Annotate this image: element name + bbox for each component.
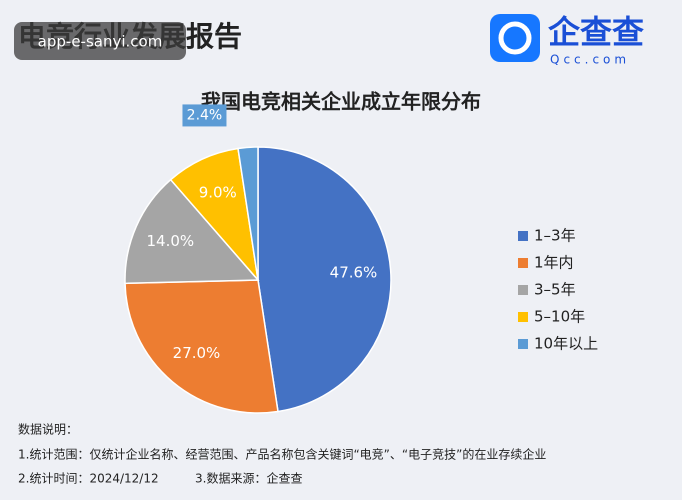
notes-source: 3.数据来源：企查查: [195, 471, 302, 486]
logo-url: Qcc.com: [550, 53, 630, 67]
legend-swatch: [518, 231, 528, 241]
data-label: 27.0%: [173, 344, 221, 362]
logo-icon: [490, 14, 540, 62]
pie-slice: [257, 146, 392, 413]
pie-slice: [124, 279, 279, 414]
logo-mark: [498, 21, 532, 55]
chart-title: 我国电竞相关企业成立年限分布: [201, 90, 481, 114]
legend-swatch: [518, 258, 528, 268]
notes-heading: 数据说明：: [18, 422, 78, 437]
legend-swatch: [518, 312, 528, 322]
data-label: 2.4%: [187, 107, 223, 123]
data-label: 9.0%: [199, 184, 237, 202]
legend-swatch: [518, 285, 528, 295]
watermark-box: [14, 22, 186, 60]
legend-label: 1–3年: [534, 227, 576, 245]
data-label: 14.0%: [147, 232, 195, 250]
pie-slice: [237, 146, 259, 281]
watermark: app-e-sanyi.com: [38, 33, 163, 51]
data-label: 47.6%: [330, 263, 378, 281]
notes-time: 2.统计时间：2024/12/12: [18, 472, 159, 486]
pie-slice: [124, 178, 260, 285]
legend-swatch: [518, 339, 528, 349]
legend-label: 10年以上: [534, 335, 598, 353]
legend-label: 3–5年: [534, 281, 576, 299]
notes-scope: 1.统计范围：仅统计企业名称、经营范围、产品名称包含关键词“电竞”、“电子竞技”…: [18, 447, 546, 462]
logo-name: 企查查: [548, 13, 644, 51]
legend-label: 5–10年: [534, 308, 585, 326]
legend-label: 1年内: [534, 254, 574, 272]
data-label-box: [182, 104, 227, 127]
